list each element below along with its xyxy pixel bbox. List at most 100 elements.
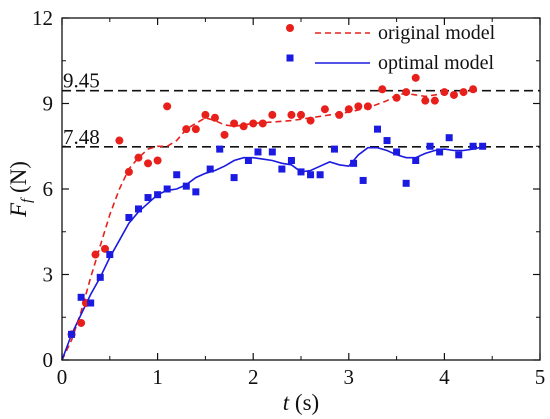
data-point bbox=[392, 93, 401, 102]
model-curves bbox=[61, 89, 483, 361]
data-point bbox=[378, 85, 387, 94]
data-point bbox=[436, 148, 444, 156]
data-point bbox=[354, 102, 363, 111]
data-point bbox=[96, 273, 104, 281]
data-point bbox=[244, 157, 252, 164]
y-tick-label: 12 bbox=[32, 6, 53, 30]
data-point bbox=[287, 110, 296, 119]
data-point bbox=[363, 102, 372, 111]
data-point bbox=[115, 136, 124, 145]
data-point bbox=[383, 137, 391, 145]
data-point bbox=[412, 157, 420, 164]
data-point bbox=[445, 134, 453, 142]
data-point bbox=[230, 119, 239, 128]
data-point bbox=[124, 167, 133, 176]
data-point bbox=[125, 214, 133, 221]
legend: original model optimal model bbox=[286, 22, 496, 74]
data-point bbox=[316, 171, 324, 179]
y-tick-label: 3 bbox=[43, 263, 54, 287]
data-point bbox=[163, 185, 171, 193]
data-point bbox=[268, 110, 277, 119]
data-point bbox=[297, 110, 305, 119]
data-point bbox=[411, 73, 420, 82]
data-point bbox=[287, 157, 295, 164]
legend-label: optimal model bbox=[378, 52, 495, 74]
reference-line-label: 7.48 bbox=[63, 125, 100, 149]
x-tick-label: 4 bbox=[439, 365, 450, 389]
data-point bbox=[459, 88, 468, 97]
data-point bbox=[144, 194, 152, 202]
data-point bbox=[220, 130, 229, 139]
reference-lines: 9.45 7.48 bbox=[62, 69, 540, 149]
data-point bbox=[249, 119, 258, 128]
data-point bbox=[201, 110, 210, 119]
data-point bbox=[154, 191, 162, 199]
legend-marker bbox=[286, 54, 294, 62]
data-point bbox=[230, 174, 238, 182]
data-point bbox=[182, 182, 190, 190]
data-point bbox=[77, 293, 85, 301]
data-point bbox=[258, 119, 267, 128]
data-point bbox=[426, 142, 434, 150]
data-point bbox=[206, 165, 214, 173]
data-point bbox=[330, 145, 338, 153]
data-point bbox=[239, 122, 248, 131]
x-tick-label: 5 bbox=[535, 365, 546, 389]
legend-marker bbox=[286, 24, 294, 32]
data-point bbox=[268, 148, 276, 156]
data-point bbox=[402, 88, 411, 97]
data-point bbox=[144, 159, 153, 168]
axis-labels: t (s) Ff (N) bbox=[6, 161, 319, 415]
y-axis-label: Ff (N) bbox=[6, 161, 35, 218]
x-tick-label: 0 bbox=[57, 365, 68, 389]
data-point bbox=[350, 159, 358, 167]
data-point bbox=[134, 153, 143, 162]
data-point bbox=[335, 110, 344, 119]
data-point bbox=[469, 142, 477, 150]
data-point bbox=[192, 188, 200, 196]
data-point bbox=[455, 151, 463, 159]
y-tick-label: 6 bbox=[43, 177, 54, 201]
data-points bbox=[67, 73, 487, 339]
data-point bbox=[91, 250, 100, 259]
x-tick-label: 1 bbox=[152, 365, 163, 389]
data-point bbox=[320, 105, 329, 114]
data-point bbox=[153, 156, 162, 165]
x-tick-label: 2 bbox=[248, 365, 259, 389]
data-point bbox=[68, 330, 76, 338]
data-point bbox=[191, 125, 200, 134]
data-point bbox=[307, 171, 315, 179]
y-tick-label: 9 bbox=[43, 92, 54, 116]
data-point bbox=[134, 205, 142, 213]
data-point bbox=[479, 142, 487, 150]
series-line bbox=[61, 89, 474, 361]
data-point bbox=[344, 105, 353, 114]
x-tick-label: 3 bbox=[344, 365, 355, 389]
data-point bbox=[297, 168, 305, 176]
data-point bbox=[306, 116, 315, 125]
data-point bbox=[101, 244, 110, 253]
reference-line-label: 9.45 bbox=[63, 69, 100, 93]
data-point bbox=[216, 145, 224, 153]
legend-label: original model bbox=[378, 22, 496, 44]
data-point bbox=[254, 148, 262, 156]
data-point bbox=[421, 96, 430, 105]
data-point bbox=[173, 171, 181, 179]
data-point bbox=[278, 165, 286, 173]
data-point bbox=[402, 179, 410, 187]
x-axis-label: t (s) bbox=[283, 390, 319, 415]
data-point bbox=[449, 90, 458, 99]
data-point bbox=[359, 176, 367, 184]
data-point bbox=[163, 102, 172, 111]
data-point bbox=[77, 318, 86, 327]
data-point bbox=[182, 125, 191, 134]
y-tick-label: 0 bbox=[43, 348, 54, 372]
data-point bbox=[373, 125, 381, 133]
data-point bbox=[87, 299, 95, 307]
data-point bbox=[106, 251, 114, 259]
data-point bbox=[430, 96, 439, 105]
data-point bbox=[210, 113, 219, 122]
data-point bbox=[440, 88, 449, 97]
